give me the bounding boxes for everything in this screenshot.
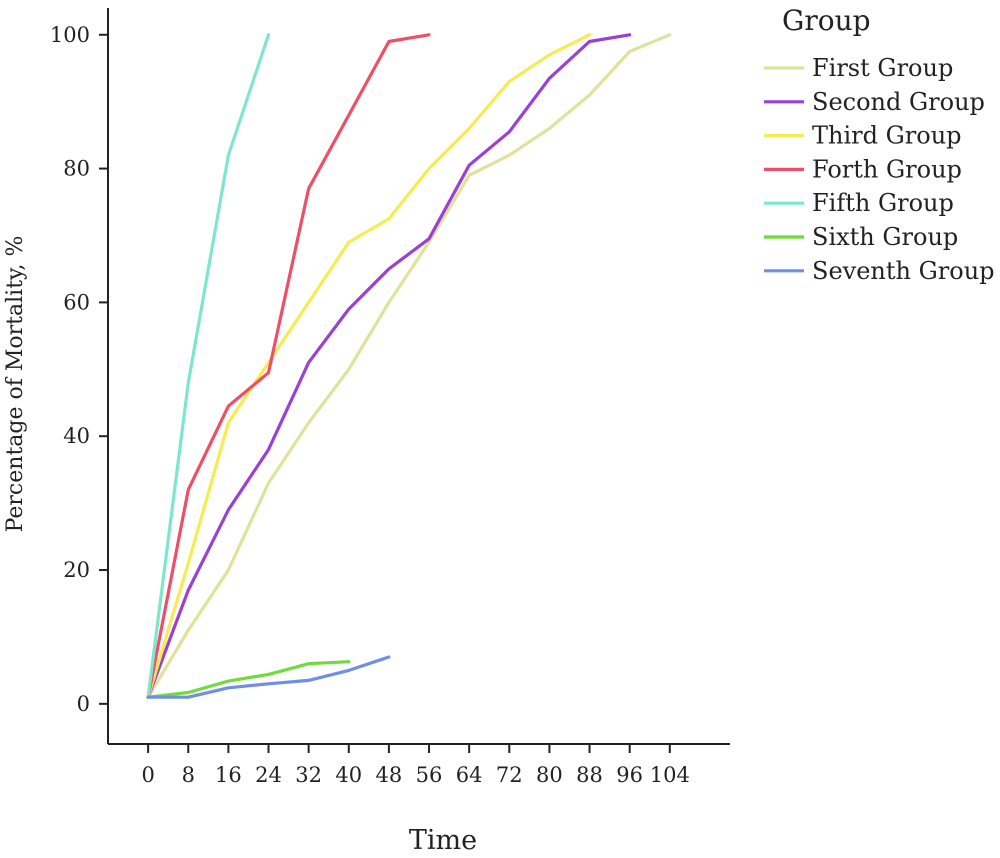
y-tick-label: 0 [77, 692, 90, 716]
legend-label: Second Group [812, 88, 985, 116]
x-tick-label: 96 [616, 763, 643, 787]
series-line-forth-group [146, 33, 431, 699]
legend-label: Fifth Group [812, 189, 954, 217]
y-axis-title: Percentage of Mortality, % [3, 236, 28, 533]
series-lines [146, 33, 672, 699]
x-tick-label: 16 [215, 763, 242, 787]
series-line-sixth-group [146, 660, 351, 699]
y-tick-label: 100 [50, 23, 90, 47]
x-tick-label: 64 [456, 763, 483, 787]
series-line-first-group [146, 33, 672, 699]
legend-label: Seventh Group [812, 257, 995, 285]
series-line-seventh-group [146, 655, 391, 699]
x-tick-label: 88 [576, 763, 603, 787]
x-tick-label: 24 [255, 763, 282, 787]
x-tick-label: 8 [182, 763, 195, 787]
legend: Group First Group Second Group Third Group… [764, 4, 995, 285]
legend-label: Sixth Group [812, 223, 958, 251]
series-line-fifth-group [146, 33, 271, 699]
series-line-third-group [146, 33, 592, 699]
y-tick-label: 20 [63, 558, 90, 582]
series-line-second-group [146, 33, 632, 699]
x-tick-label: 104 [650, 763, 690, 787]
legend-label: Third Group [812, 122, 962, 150]
y-tick-label: 40 [63, 424, 90, 448]
x-tick-label: 72 [496, 763, 523, 787]
x-tick-label: 32 [295, 763, 322, 787]
x-tick-label: 80 [536, 763, 563, 787]
x-tick-label: 40 [335, 763, 362, 787]
x-tick-label: 0 [141, 763, 154, 787]
axes [107, 8, 730, 745]
x-axis-title: Time [409, 825, 477, 856]
legend-label: Forth Group [812, 155, 962, 183]
y-tick-label: 80 [63, 157, 90, 181]
x-axis-ticks: 0 8 16 24 32 40 48 56 64 72 80 88 96 104 [141, 744, 690, 787]
x-tick-label: 56 [416, 763, 443, 787]
y-axis-ticks: 0 20 40 60 80 100 [50, 23, 108, 716]
legend-items: First Group Second Group Third Group Forth … [764, 54, 995, 285]
legend-label: First Group [812, 54, 953, 82]
x-tick-label: 48 [376, 763, 403, 787]
legend-title: Group [782, 4, 871, 37]
y-tick-label: 60 [63, 290, 90, 314]
